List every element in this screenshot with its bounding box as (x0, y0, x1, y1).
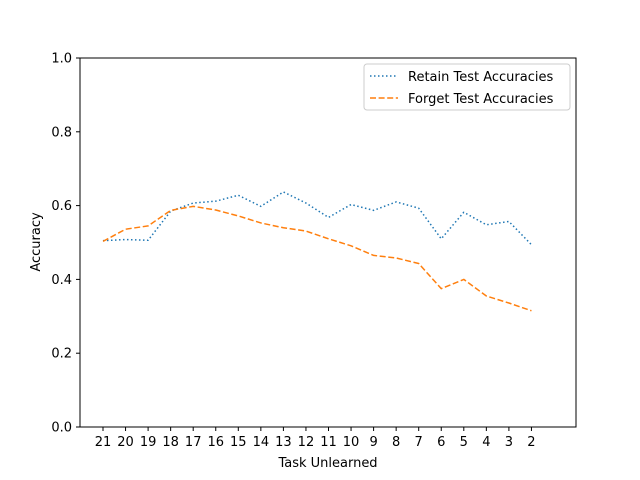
x-tick-label: 21 (95, 435, 112, 450)
x-tick-label: 16 (207, 435, 224, 450)
y-tick-label: 0.2 (51, 347, 72, 362)
x-axis: 21 20 19 18 17 16 15 14 13 12 11 10 9 8 7 6 5 4 3 2 (95, 427, 536, 450)
y-axis: 0.0 0.2 0.4 0.6 0.8 1.0 (51, 52, 80, 436)
x-tick-label: 12 (298, 435, 315, 450)
forget-accuracy-line (102, 205, 532, 312)
y-tick-label: 0.8 (51, 125, 72, 140)
x-tick-label: 2 (527, 435, 535, 450)
x-tick-label: 13 (275, 435, 292, 450)
x-tick-label: 17 (185, 435, 202, 450)
y-axis-label: Accuracy (29, 212, 44, 272)
x-axis-label: Task Unlearned (277, 456, 377, 471)
x-tick-label: 3 (505, 435, 513, 450)
x-tick-label: 4 (482, 435, 490, 450)
x-tick-label: 9 (369, 435, 377, 450)
x-tick-label: 11 (320, 435, 337, 450)
x-tick-label: 15 (230, 435, 247, 450)
x-tick-label: 6 (437, 435, 445, 450)
series-layer (102, 191, 532, 312)
x-tick-label: 18 (162, 435, 179, 450)
plot-area (80, 58, 576, 427)
x-tick-label: 14 (253, 435, 270, 450)
y-tick-label: 0.0 (51, 421, 72, 436)
legend-forget-label: Forget Test Accuracies (408, 92, 554, 107)
x-tick-label: 10 (343, 435, 360, 450)
legend: Retain Test Accuracies Forget Test Accur… (363, 63, 571, 111)
x-tick-label: 8 (392, 435, 400, 450)
y-tick-label: 0.6 (51, 199, 72, 214)
y-tick-label: 0.4 (51, 273, 72, 288)
legend-retain-label: Retain Test Accuracies (408, 70, 553, 85)
y-tick-label: 1.0 (51, 52, 72, 67)
x-tick-label: 7 (415, 435, 423, 450)
legend-box (363, 63, 571, 111)
x-tick-label: 20 (117, 435, 134, 450)
x-tick-label: 5 (460, 435, 468, 450)
x-tick-label: 19 (140, 435, 157, 450)
